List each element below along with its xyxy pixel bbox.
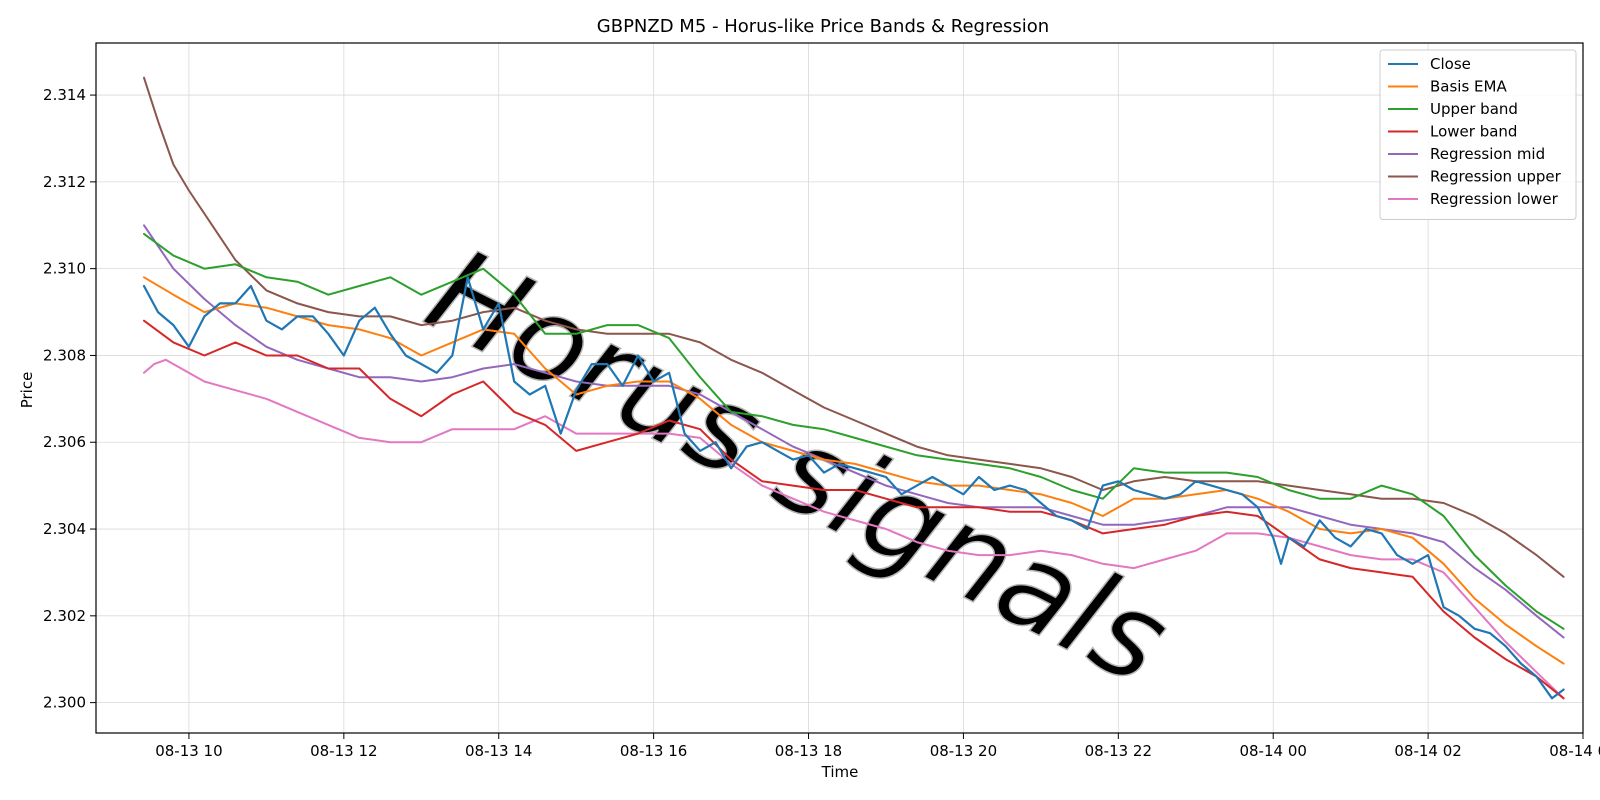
y-tick-label: 2.302 — [43, 607, 86, 625]
y-axis-label: Price — [18, 372, 36, 409]
legend-label: Lower band — [1430, 123, 1517, 141]
x-tick-label: 08-13 14 — [465, 742, 532, 760]
legend: Close Basis EMA Upper band Lower band Regres… — [1379, 49, 1577, 220]
series-line-upper-band — [143, 232, 1565, 630]
y-tick-label: 2.310 — [43, 260, 86, 278]
y-tick-label: 2.314 — [43, 86, 86, 104]
legend-label: Basis EMA — [1430, 78, 1507, 96]
series-line-regression-mid — [143, 224, 1565, 639]
x-tick-label: 08-14 00 — [1239, 742, 1306, 760]
y-tick-label: 2.308 — [43, 346, 86, 364]
x-tick-label: 08-14 02 — [1394, 742, 1461, 760]
chart-title: GBPNZD M5 - Horus-like Price Bands & Reg… — [597, 16, 1049, 37]
series-line-regression-upper — [143, 76, 1565, 578]
legend-label: Regression lower — [1430, 190, 1559, 208]
x-tick-label: 08-13 10 — [155, 742, 222, 760]
y-tick-label: 2.300 — [43, 694, 86, 712]
x-tick-label: 08-13 22 — [1085, 742, 1152, 760]
x-tick-label: 08-14 04 — [1549, 742, 1600, 760]
x-tick-label: 08-13 16 — [620, 742, 687, 760]
y-tick-label: 2.304 — [43, 520, 86, 538]
legend-label: Close — [1430, 55, 1471, 73]
x-tick-label: 08-13 20 — [930, 742, 997, 760]
x-tick-label: 08-13 12 — [310, 742, 377, 760]
legend-label: Upper band — [1430, 100, 1518, 118]
series-line-regression-lower — [143, 358, 1565, 700]
series-layer — [142, 76, 1565, 700]
x-tick-label: 08-13 18 — [775, 742, 842, 760]
legend-label: Regression upper — [1430, 168, 1562, 186]
series-line-lower-band — [143, 319, 1565, 700]
legend-label: Regression mid — [1430, 145, 1545, 163]
y-tick-label: 2.306 — [43, 433, 86, 451]
plot-frame — [95, 42, 1584, 734]
x-axis-ticks: 08-13 10 08-13 12 08-13 14 08-13 16 08-13 18… — [155, 733, 1600, 760]
y-axis-ticks: 2.300 2.302 2.304 2.306 2.308 2.310 2.312 2.314 — [43, 86, 96, 712]
x-axis-label: Time — [821, 763, 859, 781]
legend-box — [1379, 49, 1577, 220]
series-line-close — [142, 276, 1565, 700]
y-tick-label: 2.312 — [43, 173, 86, 191]
